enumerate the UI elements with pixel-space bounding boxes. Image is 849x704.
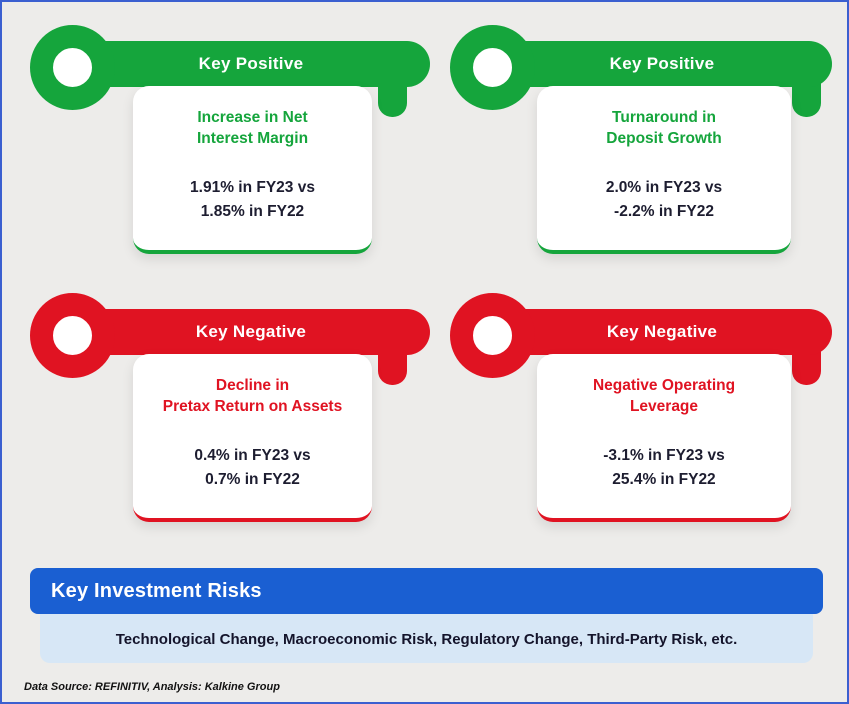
key-block-bottom-right: Key Negative Negative Operating Leverage… <box>450 293 847 533</box>
key-ring-icon <box>450 25 535 110</box>
card-title: Increase in Net Interest Margin <box>197 108 308 150</box>
card-stats: 2.0% in FY23 vs -2.2% in FY22 <box>606 176 722 224</box>
key-tag-label: Key Negative <box>606 322 718 341</box>
footer-source: Data Source: REFINITIV, Analysis: Kalkin… <box>24 681 280 693</box>
key-ring-icon <box>30 293 115 378</box>
card-title: Decline in Pretax Return on Assets <box>163 376 342 418</box>
info-card: Decline in Pretax Return on Assets 0.4% … <box>133 354 372 522</box>
info-card: Increase in Net Interest Margin 1.91% in… <box>133 86 372 254</box>
key-bar-icon <box>72 41 430 87</box>
risks-banner: Key Investment Risks <box>30 568 823 614</box>
card-title-line: Turnaround in <box>612 109 716 126</box>
key-bar-icon <box>492 41 832 87</box>
info-card: Turnaround in Deposit Growth 2.0% in FY2… <box>537 86 791 254</box>
card-stat-line: 25.4% in FY22 <box>612 470 716 488</box>
key-block-top-right: Key Positive Turnaround in Deposit Growt… <box>450 25 847 265</box>
card-stat-line: 1.85% in FY22 <box>200 202 305 220</box>
card-title-line: Pretax Return on Assets <box>162 397 343 415</box>
risks-body-box: Technological Change, Macroeconomic Risk… <box>40 612 813 663</box>
card-stat-line: 0.7% in FY22 <box>205 470 300 488</box>
risks-body-text: Technological Change, Macroeconomic Risk… <box>115 631 738 648</box>
card-stats: 0.4% in FY23 vs 0.7% in FY22 <box>194 444 310 492</box>
key-block-bottom-left: Key Negative Decline in Pretax Return on… <box>30 293 430 533</box>
card-title-line: Increase in Net <box>197 109 308 126</box>
card-title-line: Deposit Growth <box>606 129 722 147</box>
card-stat-line: -2.2% in FY22 <box>614 202 714 220</box>
key-bar-icon <box>492 309 832 355</box>
card-stats: -3.1% in FY23 vs 25.4% in FY22 <box>603 444 724 492</box>
key-tag-label: Key Negative <box>195 322 307 341</box>
key-ring-icon <box>450 293 535 378</box>
card-stat-line: 0.4% in FY23 vs <box>194 446 311 464</box>
risks-title: Key Investment Risks <box>51 579 262 602</box>
key-tag-label: Key Positive <box>198 54 304 73</box>
card-stat-line: 1.91% in FY23 vs <box>190 178 315 196</box>
card-title-line: Decline in <box>215 377 290 394</box>
card-title-line: Leverage <box>629 397 699 415</box>
key-bar-icon <box>72 309 430 355</box>
key-ring-icon <box>30 25 115 110</box>
info-card: Negative Operating Leverage -3.1% in FY2… <box>537 354 791 522</box>
card-stat-line: -3.1% in FY23 vs <box>603 446 725 464</box>
card-stats: 1.91% in FY23 vs 1.85% in FY22 <box>190 176 315 224</box>
key-tag-label: Key Positive <box>609 54 715 73</box>
key-block-top-left: Key Positive Increase in Net Interest Ma… <box>30 25 430 265</box>
card-title-line: Negative Operating <box>592 377 736 394</box>
card-title-line: Interest Margin <box>196 129 309 147</box>
card-stat-line: 2.0% in FY23 vs <box>605 178 723 196</box>
card-title: Negative Operating Leverage <box>593 376 735 418</box>
card-title: Turnaround in Deposit Growth <box>606 108 721 150</box>
